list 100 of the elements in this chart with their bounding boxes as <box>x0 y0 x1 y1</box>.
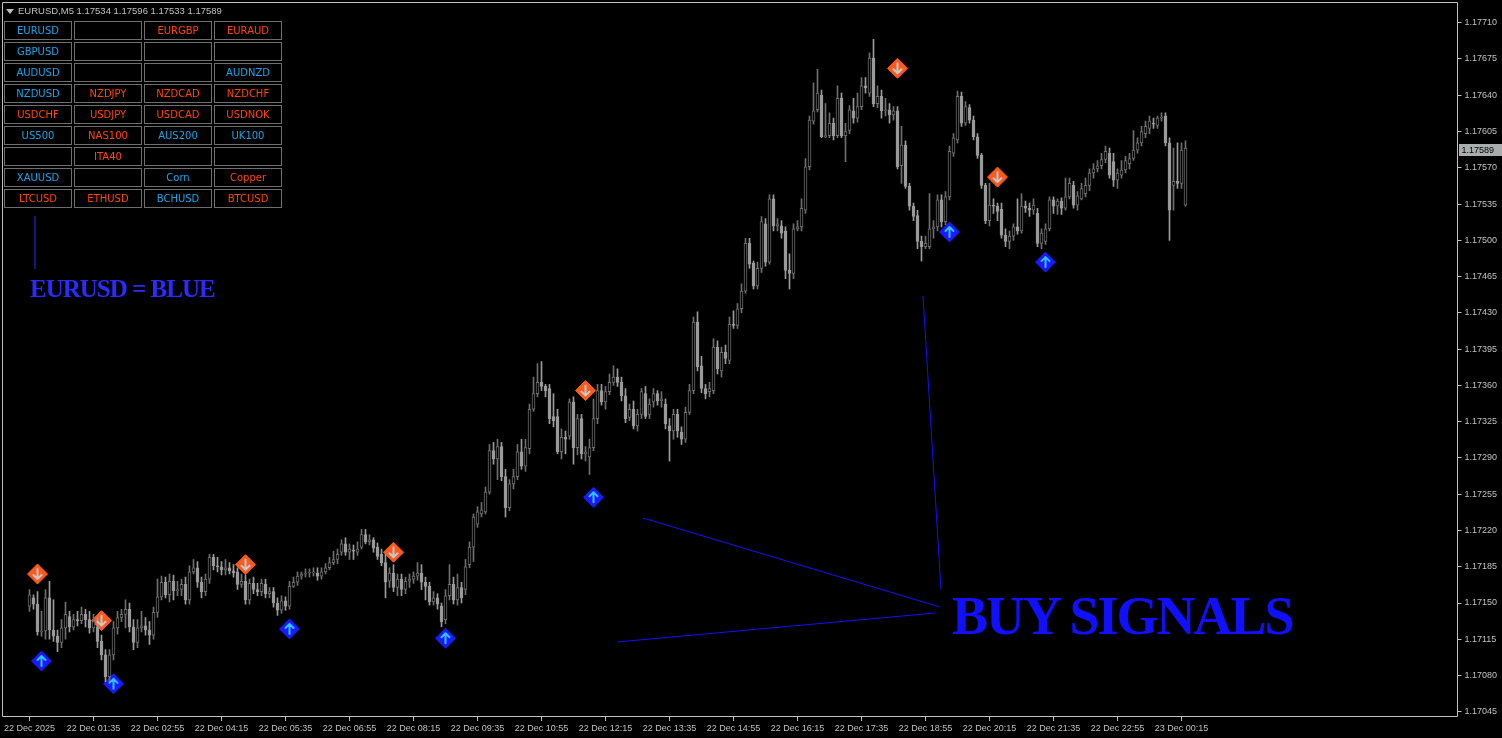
y-tick-label: 1.17185 <box>1464 561 1498 572</box>
category-label: XAUUSD <box>16 172 60 183</box>
button: BTCUSD <box>214 189 282 208</box>
category-label: LTCUSD <box>18 193 58 204</box>
y-tick-label: 1.17465 <box>1464 271 1498 282</box>
point <box>939 221 960 243</box>
category-label: NAS100 <box>88 130 128 141</box>
category-label: AUDUSD <box>16 67 60 78</box>
annotation: BUY SIGNALS <box>952 586 1293 646</box>
candlestick <box>823 103 828 139</box>
category-label: US500 <box>21 130 55 141</box>
y-tick-label: 1.17290 <box>1464 452 1498 463</box>
button: EURUSD <box>4 21 72 40</box>
point <box>91 610 112 632</box>
point <box>887 57 908 79</box>
candlestick <box>351 544 356 560</box>
category-label: AUS200 <box>158 130 198 141</box>
button: Copper <box>214 168 282 187</box>
y-tick-label: 1.17080 <box>1464 670 1498 681</box>
y-tick-label: 1.17640 <box>1464 89 1498 100</box>
x-tick-label: 22 Dec 01:35 <box>66 722 121 733</box>
button: XAUUSD <box>4 168 72 187</box>
y-tick-label: 1.17115 <box>1464 633 1497 644</box>
x-tick-label: 22 Dec 12:15 <box>578 722 633 733</box>
category-label: AUDNZD <box>226 67 270 78</box>
x-tick-label: 22 Dec 17:35 <box>834 722 889 733</box>
candlestick <box>367 534 372 546</box>
category-label: EURUSD <box>17 25 59 36</box>
candlestick <box>1151 117 1156 129</box>
x-tick-label: 23 Dec 00:15 <box>1154 722 1209 733</box>
y-tick-label: 1.17675 <box>1464 53 1498 64</box>
candlestick <box>215 557 220 573</box>
button: NAS100 <box>74 126 142 145</box>
x-tick-label: 22 Dec 05:35 <box>258 722 313 733</box>
y-tick-label: 1.17220 <box>1464 524 1498 535</box>
x-tick-label: 22 Dec 02:55 <box>130 722 185 733</box>
candlestick <box>139 610 144 633</box>
y-tick-label: 1.17710 <box>1464 17 1498 28</box>
category-label: Copper <box>229 172 267 183</box>
y-tick-label: 1.17150 <box>1464 597 1498 608</box>
category-label: Corn <box>166 172 190 183</box>
button: USDCAD <box>144 105 212 124</box>
y-tick-label: 1.17045 <box>1464 706 1498 717</box>
button: ITA40 <box>74 147 142 166</box>
point <box>383 541 404 563</box>
candlestick <box>267 587 272 599</box>
button: EURAUD <box>214 21 282 40</box>
x-tick-label: 22 Dec 06:55 <box>322 722 377 733</box>
point <box>279 618 300 640</box>
point <box>235 554 256 576</box>
x-tick-label: 22 Dec 13:35 <box>642 722 697 733</box>
y-tick-label: 1.17360 <box>1464 379 1498 390</box>
candlestick <box>775 218 780 232</box>
candlestick <box>223 559 228 576</box>
button: ETHUSD <box>74 189 142 208</box>
button: AUS200 <box>144 126 212 145</box>
chart-title: EURUSD,M5 1.17534 1.17596 1.17533 1.17589 <box>18 4 222 17</box>
candlestick <box>1159 112 1164 122</box>
button: Corn <box>144 168 212 187</box>
point <box>987 166 1008 188</box>
point <box>575 380 596 402</box>
button: US500 <box>4 126 72 145</box>
category-label: GBPUSD <box>16 46 59 57</box>
y-tick-label: 1.17605 <box>1464 126 1498 137</box>
x-tick-label: 22 Dec 10:55 <box>514 722 569 733</box>
button: GBPUSD <box>4 42 72 61</box>
category-label: USDCAD <box>156 109 200 120</box>
button: NZDUSD <box>4 84 72 103</box>
point <box>435 627 456 649</box>
point <box>27 563 48 585</box>
text: 1.17589 <box>1458 144 1502 156</box>
y-tick-label: 1.17430 <box>1464 307 1498 318</box>
button: LTCUSD <box>4 189 72 208</box>
x-tick-label: 22 Dec 2025 <box>3 722 56 733</box>
y-tick-label: 1.17535 <box>1464 198 1498 209</box>
category-label: USDCHF <box>17 109 59 120</box>
x-tick-label: 22 Dec 16:15 <box>770 722 825 733</box>
candlestick <box>1023 200 1028 213</box>
button: AUDUSD <box>4 63 72 82</box>
point <box>103 673 124 695</box>
button: USDNOK <box>214 105 282 124</box>
category-label: UK100 <box>231 130 265 141</box>
point <box>583 486 604 508</box>
y-tick-label: 1.17395 <box>1464 343 1498 354</box>
candlestick <box>303 568 308 578</box>
point <box>31 650 52 672</box>
candlestick <box>407 573 412 588</box>
x-tick-label: 22 Dec 09:35 <box>450 722 505 733</box>
button: UK100 <box>214 126 282 145</box>
candlestick <box>1175 142 1180 189</box>
category-label: NZDCAD <box>156 88 200 99</box>
button: NZDJPY <box>74 84 142 103</box>
button: BCHUSD <box>144 189 212 208</box>
category-label: USDNOK <box>226 109 270 120</box>
category-label: NZDJPY <box>89 88 127 99</box>
candlestick <box>307 568 312 578</box>
category-label: BCHUSD <box>156 193 200 204</box>
candlestick <box>563 430 568 455</box>
button: AUDNZD <box>214 63 282 82</box>
candlestick <box>991 198 996 214</box>
